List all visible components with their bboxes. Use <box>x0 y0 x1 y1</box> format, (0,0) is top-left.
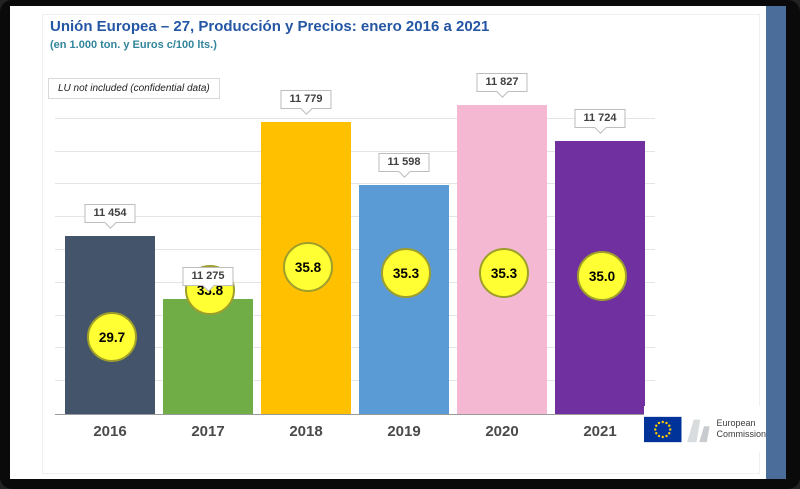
year-label-2019: 2019 <box>387 423 421 440</box>
gridline <box>55 183 655 185</box>
bar-2017 <box>163 299 253 414</box>
value-label-2021: 11 724 <box>574 109 626 128</box>
gridline <box>55 249 655 250</box>
right-accent-strip <box>766 6 786 479</box>
ec-logo: European Commission <box>644 406 766 452</box>
ec-logo-text: European Commission <box>716 418 766 440</box>
ec-logo-line1: European <box>716 418 756 429</box>
eu-flag-icon <box>644 416 710 442</box>
year-label-2021: 2021 <box>583 423 617 440</box>
content-border <box>42 14 760 474</box>
year-label-2017: 2017 <box>191 423 225 440</box>
year-label-2020: 2020 <box>485 423 519 440</box>
gridline <box>55 216 655 218</box>
year-label-2018: 2018 <box>289 423 323 440</box>
value-label-2018: 11 779 <box>280 90 332 109</box>
bar-2019 <box>359 185 449 414</box>
gridline <box>55 150 655 152</box>
page-title: Unión Europea – 27, Producción y Precios… <box>50 18 490 35</box>
confidential-note: LU not included (confidential data) <box>48 78 220 99</box>
price-marker-2021: 35.0 <box>577 251 627 301</box>
gridline <box>55 281 655 283</box>
value-label-2020: 11 827 <box>476 73 528 92</box>
gridline <box>55 380 655 382</box>
price-marker-2018: 35.8 <box>283 242 333 292</box>
price-marker-2019: 35.3 <box>381 248 431 298</box>
value-label-2019: 11 598 <box>378 153 430 172</box>
price-marker-2020: 35.3 <box>479 248 529 298</box>
value-label-2016: 11 454 <box>84 204 136 223</box>
year-label-2016: 2016 <box>93 423 127 440</box>
gridline <box>55 314 655 316</box>
ec-logo-line2: Commission <box>716 429 766 439</box>
value-label-2017: 11 275 <box>182 267 234 286</box>
page-subtitle: (en 1.000 ton. y Euros c/100 lts.) <box>50 39 217 51</box>
gridline <box>55 117 655 119</box>
gridline <box>55 347 655 349</box>
price-marker-2016: 29.7 <box>87 312 137 362</box>
slide: Unión Europea – 27, Producción y Precios… <box>10 6 766 479</box>
